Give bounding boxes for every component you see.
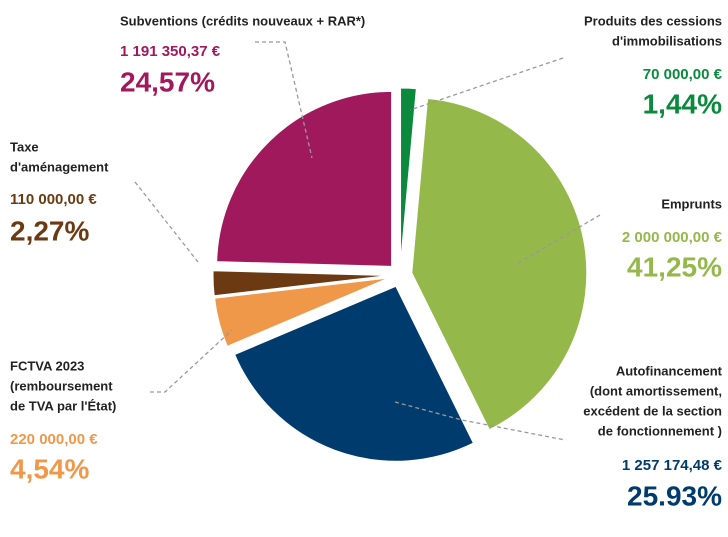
amount-label: 1 191 350,37 € — [120, 43, 221, 60]
slice-label: de TVA par l'État) — [10, 398, 116, 413]
slice-label: Emprunts — [661, 196, 722, 211]
slice-label: Autofinancement — [616, 363, 723, 378]
slice-label: Taxe — [10, 139, 39, 154]
slice-label: excédent de la section — [583, 403, 722, 418]
pie-slice — [411, 97, 588, 431]
amount-label: 2 000 000,00 € — [622, 229, 723, 246]
pie-slice — [214, 277, 389, 348]
percent-label: 25.93% — [627, 480, 722, 511]
percent-label: 4,54% — [10, 453, 89, 484]
slice-label: d'immobilisations — [612, 33, 722, 48]
slice-label: de fonctionnement ) — [598, 423, 722, 438]
slice-label: Produits des cessions — [584, 13, 722, 28]
amount-label: 70 000,00 € — [643, 66, 723, 83]
leader-line — [394, 401, 566, 441]
amount-label: 1 257 174,48 € — [622, 457, 723, 474]
amount-label: 220 000,00 € — [10, 431, 98, 448]
percent-label: 1,44% — [643, 88, 722, 119]
pie-slice — [212, 270, 389, 297]
leader-line — [134, 181, 199, 263]
leader-line — [150, 329, 233, 393]
slice-label: Subventions (crédits nouveaux + RAR*) — [120, 13, 365, 28]
slice-label: d'aménagement — [10, 159, 109, 174]
pie-slice — [234, 285, 475, 462]
leader-line — [409, 57, 564, 111]
percent-label: 24,57% — [120, 66, 215, 97]
leader-line — [514, 214, 601, 266]
slice-label: (remboursement — [10, 378, 113, 393]
pie-slice — [216, 90, 393, 267]
amount-label: 110 000,00 € — [10, 191, 97, 208]
slice-label: FCTVA 2023 — [10, 358, 84, 373]
percent-label: 41,25% — [627, 251, 722, 282]
percent-label: 2,27% — [10, 215, 89, 246]
slice-label: (dont amortissement, — [590, 383, 722, 398]
pie-slice — [400, 87, 417, 264]
leader-line — [255, 41, 313, 159]
